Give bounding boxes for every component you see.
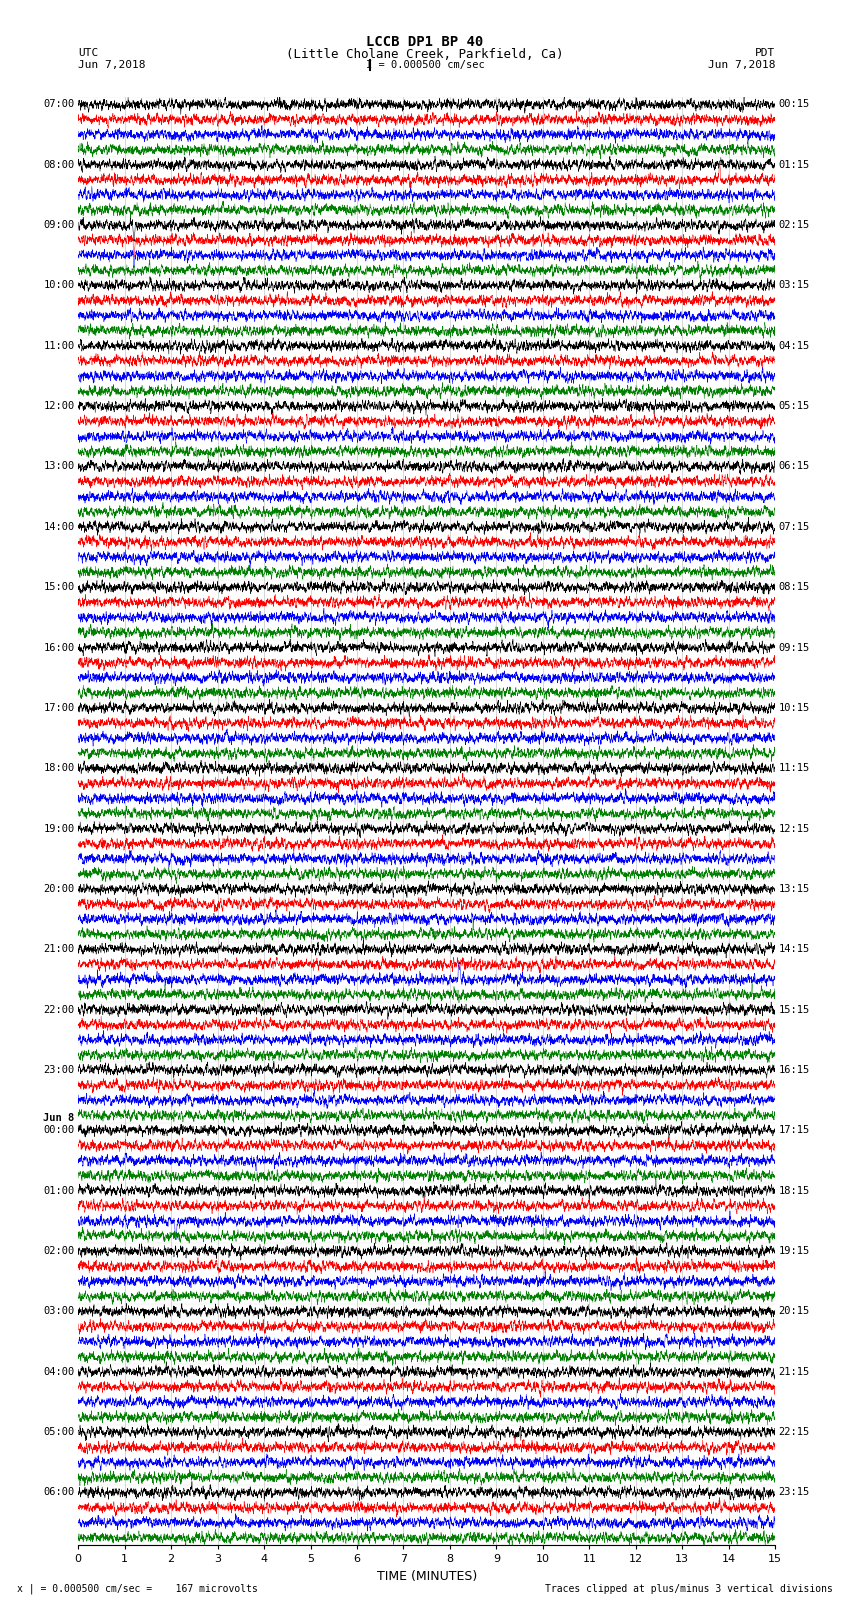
Text: 01:00: 01:00: [43, 1186, 75, 1195]
Text: 20:15: 20:15: [779, 1307, 810, 1316]
Text: 14:15: 14:15: [779, 944, 810, 955]
Text: Jun 7,2018: Jun 7,2018: [708, 60, 775, 69]
Text: 22:00: 22:00: [43, 1005, 75, 1015]
Text: 22:15: 22:15: [779, 1428, 810, 1437]
Text: 17:15: 17:15: [779, 1126, 810, 1136]
Text: 03:00: 03:00: [43, 1307, 75, 1316]
Text: 00:00: 00:00: [43, 1126, 75, 1136]
Text: 02:00: 02:00: [43, 1245, 75, 1257]
Text: I = 0.000500 cm/sec: I = 0.000500 cm/sec: [366, 60, 484, 69]
Text: 17:00: 17:00: [43, 703, 75, 713]
Text: 19:00: 19:00: [43, 824, 75, 834]
Text: 14:00: 14:00: [43, 521, 75, 532]
Text: 12:15: 12:15: [779, 824, 810, 834]
Text: 23:00: 23:00: [43, 1065, 75, 1074]
Text: 00:15: 00:15: [779, 100, 810, 110]
Text: PDT: PDT: [755, 48, 775, 58]
Text: 13:15: 13:15: [779, 884, 810, 894]
Text: Jun 8: Jun 8: [43, 1113, 75, 1123]
Text: 16:15: 16:15: [779, 1065, 810, 1074]
Text: 04:00: 04:00: [43, 1366, 75, 1378]
Text: 03:15: 03:15: [779, 281, 810, 290]
Text: 16:00: 16:00: [43, 642, 75, 653]
Text: 07:15: 07:15: [779, 521, 810, 532]
Text: 06:15: 06:15: [779, 461, 810, 471]
Text: 05:15: 05:15: [779, 402, 810, 411]
Text: 21:00: 21:00: [43, 944, 75, 955]
Text: 02:15: 02:15: [779, 219, 810, 231]
Text: 18:00: 18:00: [43, 763, 75, 773]
Text: 18:15: 18:15: [779, 1186, 810, 1195]
Text: 10:15: 10:15: [779, 703, 810, 713]
Text: 06:00: 06:00: [43, 1487, 75, 1497]
Text: Jun 7,2018: Jun 7,2018: [78, 60, 145, 69]
Text: 10:00: 10:00: [43, 281, 75, 290]
Text: 08:15: 08:15: [779, 582, 810, 592]
Text: Traces clipped at plus/minus 3 vertical divisions: Traces clipped at plus/minus 3 vertical …: [545, 1584, 833, 1594]
Text: LCCB DP1 BP 40: LCCB DP1 BP 40: [366, 35, 484, 50]
Text: 21:15: 21:15: [779, 1366, 810, 1378]
Text: 09:15: 09:15: [779, 642, 810, 653]
Text: 15:15: 15:15: [779, 1005, 810, 1015]
Text: 12:00: 12:00: [43, 402, 75, 411]
Text: 11:15: 11:15: [779, 763, 810, 773]
Text: UTC: UTC: [78, 48, 99, 58]
X-axis label: TIME (MINUTES): TIME (MINUTES): [377, 1569, 477, 1582]
Text: x | = 0.000500 cm/sec =    167 microvolts: x | = 0.000500 cm/sec = 167 microvolts: [17, 1582, 258, 1594]
Text: 09:00: 09:00: [43, 219, 75, 231]
Text: 20:00: 20:00: [43, 884, 75, 894]
Text: 15:00: 15:00: [43, 582, 75, 592]
Text: 11:00: 11:00: [43, 340, 75, 350]
Text: 08:00: 08:00: [43, 160, 75, 169]
Text: 04:15: 04:15: [779, 340, 810, 350]
Text: 23:15: 23:15: [779, 1487, 810, 1497]
Text: 13:00: 13:00: [43, 461, 75, 471]
Text: 01:15: 01:15: [779, 160, 810, 169]
Text: 07:00: 07:00: [43, 100, 75, 110]
Text: 05:00: 05:00: [43, 1428, 75, 1437]
Text: (Little Cholane Creek, Parkfield, Ca): (Little Cholane Creek, Parkfield, Ca): [286, 48, 564, 61]
Text: 19:15: 19:15: [779, 1245, 810, 1257]
